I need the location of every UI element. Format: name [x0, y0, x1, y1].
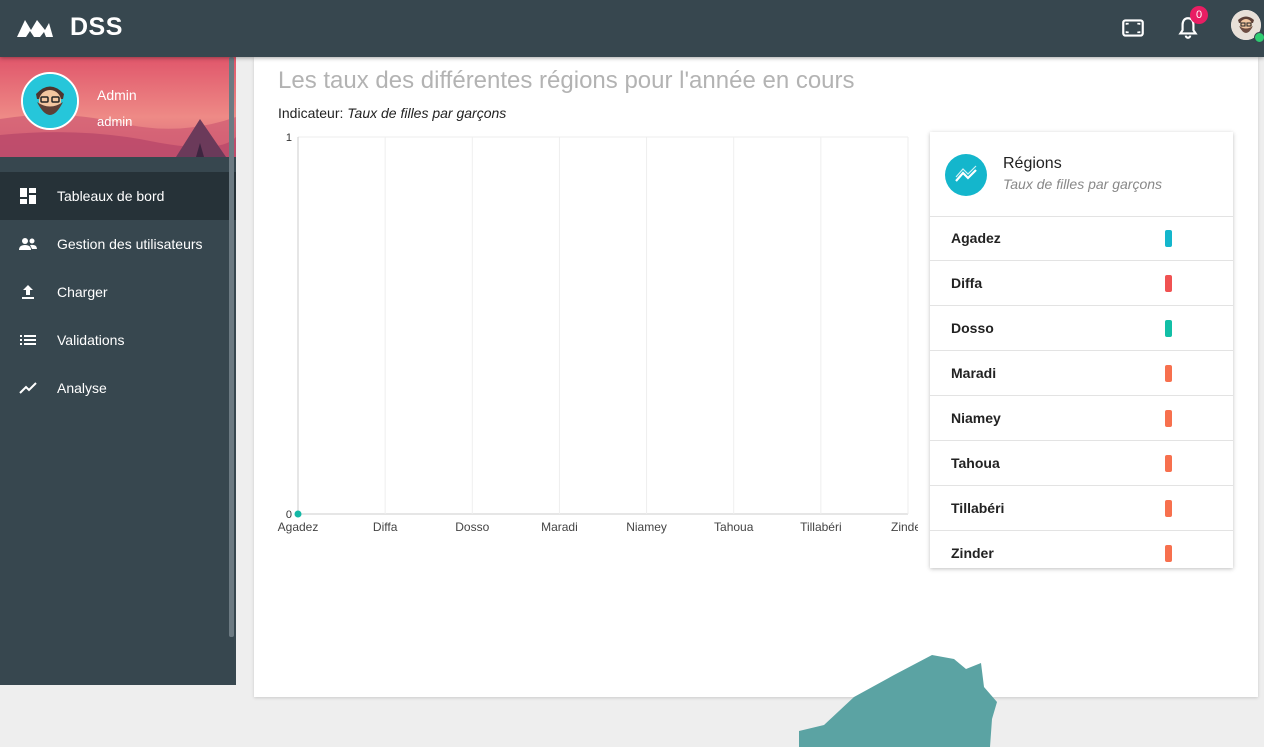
profile-header: Admin admin [0, 57, 236, 157]
legend-item-label: Tillabéri [951, 500, 1005, 516]
user-avatar-icon[interactable] [1231, 10, 1261, 40]
brand-title[interactable]: DSS [70, 13, 123, 41]
legend-item[interactable]: Diffa [930, 261, 1233, 306]
sidebar-item-gestion-utilisateurs[interactable]: Gestion des utilisateurs [0, 220, 236, 268]
legend-item[interactable]: Dosso [930, 306, 1233, 351]
legend-item[interactable]: Zinder [930, 531, 1233, 575]
sidebar-menu: Tableaux de bord Gestion des utilisateur… [0, 172, 236, 412]
sidebar-item-tableaux-de-bord[interactable]: Tableaux de bord [0, 172, 236, 220]
legend-item-label: Niamey [951, 410, 1001, 426]
x-tick-label: Niamey [626, 520, 667, 534]
logo-icon[interactable] [15, 17, 55, 39]
sidebar: Admin admin Tableaux de bord Gestion des… [0, 57, 236, 685]
legend-item[interactable]: Tillabéri [930, 486, 1233, 531]
legend-item-label: Agadez [951, 230, 1001, 246]
sidebar-scrollbar[interactable] [229, 57, 234, 637]
sidebar-item-label: Charger [57, 284, 108, 300]
line-chart: 0 1 Agadez Diffa Dosso Maradi Niamey Tahoua Till… [278, 132, 918, 534]
data-point [294, 510, 302, 518]
x-tick-label: Diffa [373, 520, 398, 534]
x-tick-label: Maradi [541, 520, 578, 534]
indicator-line: Indicateur: Taux de filles par garçons [278, 105, 506, 121]
online-status-dot [1254, 32, 1264, 43]
sidebar-item-label: Tableaux de bord [57, 188, 165, 204]
legend-item[interactable]: Maradi [930, 351, 1233, 396]
page-title: Les taux des différentes régions pour l'… [278, 67, 855, 94]
legend-color-swatch [1165, 365, 1172, 382]
x-tick-label: Zinder [891, 520, 918, 534]
legend-color-swatch [1165, 500, 1172, 517]
top-app-bar: DSS 0 [0, 0, 1264, 57]
sidebar-item-charger[interactable]: Charger [0, 268, 236, 316]
x-tick-label: Tahoua [714, 520, 754, 534]
people-icon [19, 238, 37, 250]
legend-color-swatch [1165, 545, 1172, 562]
y-tick-label: 1 [286, 132, 292, 144]
legend-item-label: Maradi [951, 365, 997, 381]
legend-item[interactable]: Tahoua [930, 441, 1233, 486]
legend-item-label: Tahoua [951, 455, 1000, 471]
legend-item[interactable]: Agadez [930, 216, 1233, 261]
indicator-value: Taux de filles par garçons [347, 105, 507, 121]
dashboard-icon [20, 188, 36, 204]
legend-subtitle: Taux de filles par garçons [1003, 176, 1163, 192]
list-icon [20, 335, 36, 345]
legend-item-label: Diffa [951, 275, 983, 291]
sidebar-item-validations[interactable]: Validations [0, 316, 236, 364]
x-tick-label: Agadez [278, 520, 319, 534]
notification-badge: 0 [1190, 6, 1208, 24]
sidebar-item-label: Validations [57, 332, 125, 348]
legend-list: Agadez Diffa Dosso Maradi Niamey Tahoua Tillab… [930, 216, 1233, 575]
sidebar-item-label: Analyse [57, 380, 107, 396]
legend-item-label: Zinder [951, 545, 994, 561]
legend-item-label: Dosso [951, 320, 994, 336]
profile-name: Admin [97, 87, 137, 103]
legend-color-swatch [1165, 230, 1172, 247]
profile-avatar[interactable] [21, 72, 79, 130]
legend-header: Régions Taux de filles par garçons [930, 132, 1233, 217]
sidebar-item-analyse[interactable]: Analyse [0, 364, 236, 412]
legend-item[interactable]: Niamey [930, 396, 1233, 441]
indicator-label: Indicateur: [278, 105, 344, 121]
x-tick-label: Dosso [455, 520, 489, 534]
legend-title: Régions [1003, 155, 1062, 172]
regions-legend-panel: Régions Taux de filles par garçons Agade… [930, 132, 1233, 568]
niger-map[interactable] [794, 647, 1024, 747]
trending-icon [19, 382, 37, 394]
fullscreen-icon[interactable] [1120, 15, 1146, 41]
profile-username: admin [97, 114, 133, 129]
upload-icon [22, 285, 34, 299]
x-tick-label: Tillabéri [800, 520, 842, 534]
y-tick-label: 0 [286, 509, 292, 521]
legend-color-swatch [1165, 320, 1172, 337]
sidebar-item-label: Gestion des utilisateurs [57, 236, 203, 252]
legend-color-swatch [1165, 455, 1172, 472]
legend-color-swatch [1165, 410, 1172, 427]
legend-color-swatch [1165, 275, 1172, 292]
trending-icon [945, 154, 987, 196]
